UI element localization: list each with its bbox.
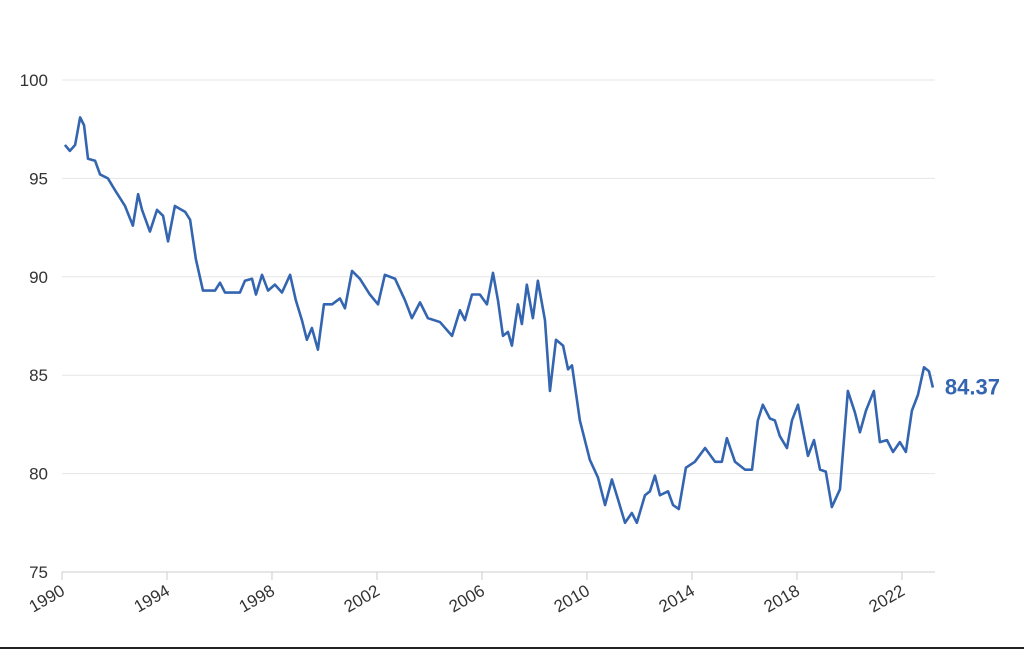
y-tick-label: 90 [29,268,48,287]
last-value-label: 84.37 [945,375,1000,400]
data-line [63,116,935,525]
x-tick-label: 2002 [341,581,383,616]
x-tick-label: 2010 [551,581,593,616]
x-tick-label: 1994 [131,581,173,616]
x-tick-label: 1990 [26,581,68,616]
y-tick-label: 85 [29,366,48,385]
y-tick-label: 80 [29,465,48,484]
y-tick-label: 100 [20,71,48,90]
y-tick-label: 95 [29,169,48,188]
x-tick-label: 2014 [656,581,698,616]
x-tick-label: 1998 [236,581,278,616]
x-tick-label: 2018 [761,581,803,616]
x-tick-label: 2006 [446,581,488,616]
x-tick-label: 2022 [866,581,908,616]
y-tick-label: 75 [29,563,48,582]
